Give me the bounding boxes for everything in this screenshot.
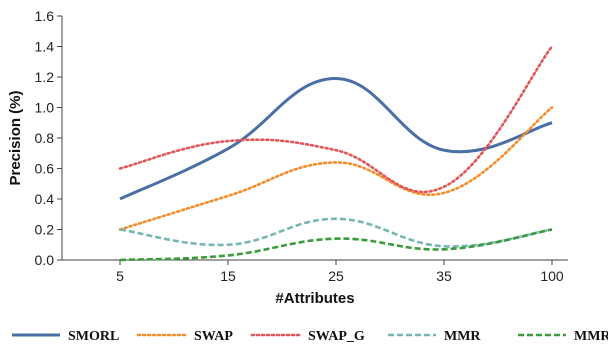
series-line-swap (118, 106, 554, 231)
x-tick-label: 25 (328, 268, 344, 284)
y-tick-label: 0.4 (35, 191, 55, 207)
y-axis: 0.0 0.2 0.4 0.6 0.8 1.0 1.2 1.4 1.6 (35, 8, 63, 268)
x-tick-label: 100 (540, 268, 564, 284)
x-axis: 5 15 25 35 100 (62, 259, 568, 284)
legend-label: SMORL (68, 329, 119, 344)
series-line-mmr-g (119, 228, 553, 262)
legend-label: SWAP (194, 329, 233, 344)
legend-label: MMR_G (574, 329, 608, 344)
y-tick-label: 1.4 (35, 39, 55, 55)
y-tick-label: 0.0 (35, 252, 55, 268)
y-tick-label: 0.6 (35, 161, 55, 177)
legend-label: MMR (444, 329, 481, 344)
legend: SMORL SWAP SWAP_G MMR MMR_G (12, 329, 608, 344)
y-tick-label: 0.8 (35, 130, 55, 146)
y-tick-label: 0.2 (35, 222, 55, 238)
series-line-mmr (119, 217, 553, 248)
series-line-swap-g (118, 45, 554, 194)
series-line-smorl (119, 77, 553, 201)
x-axis-title: #Attributes (275, 290, 354, 307)
y-tick-label: 1.0 (35, 100, 55, 116)
y-tick-label: 1.6 (35, 8, 55, 24)
x-tick-label: 35 (436, 268, 452, 284)
legend-label: SWAP_G (308, 329, 365, 344)
x-tick-label: 15 (220, 268, 236, 284)
series-lines (118, 45, 554, 262)
y-tick-label: 1.2 (35, 69, 55, 85)
x-tick-label: 5 (116, 268, 124, 284)
y-axis-title: Precision (%) (7, 90, 24, 185)
